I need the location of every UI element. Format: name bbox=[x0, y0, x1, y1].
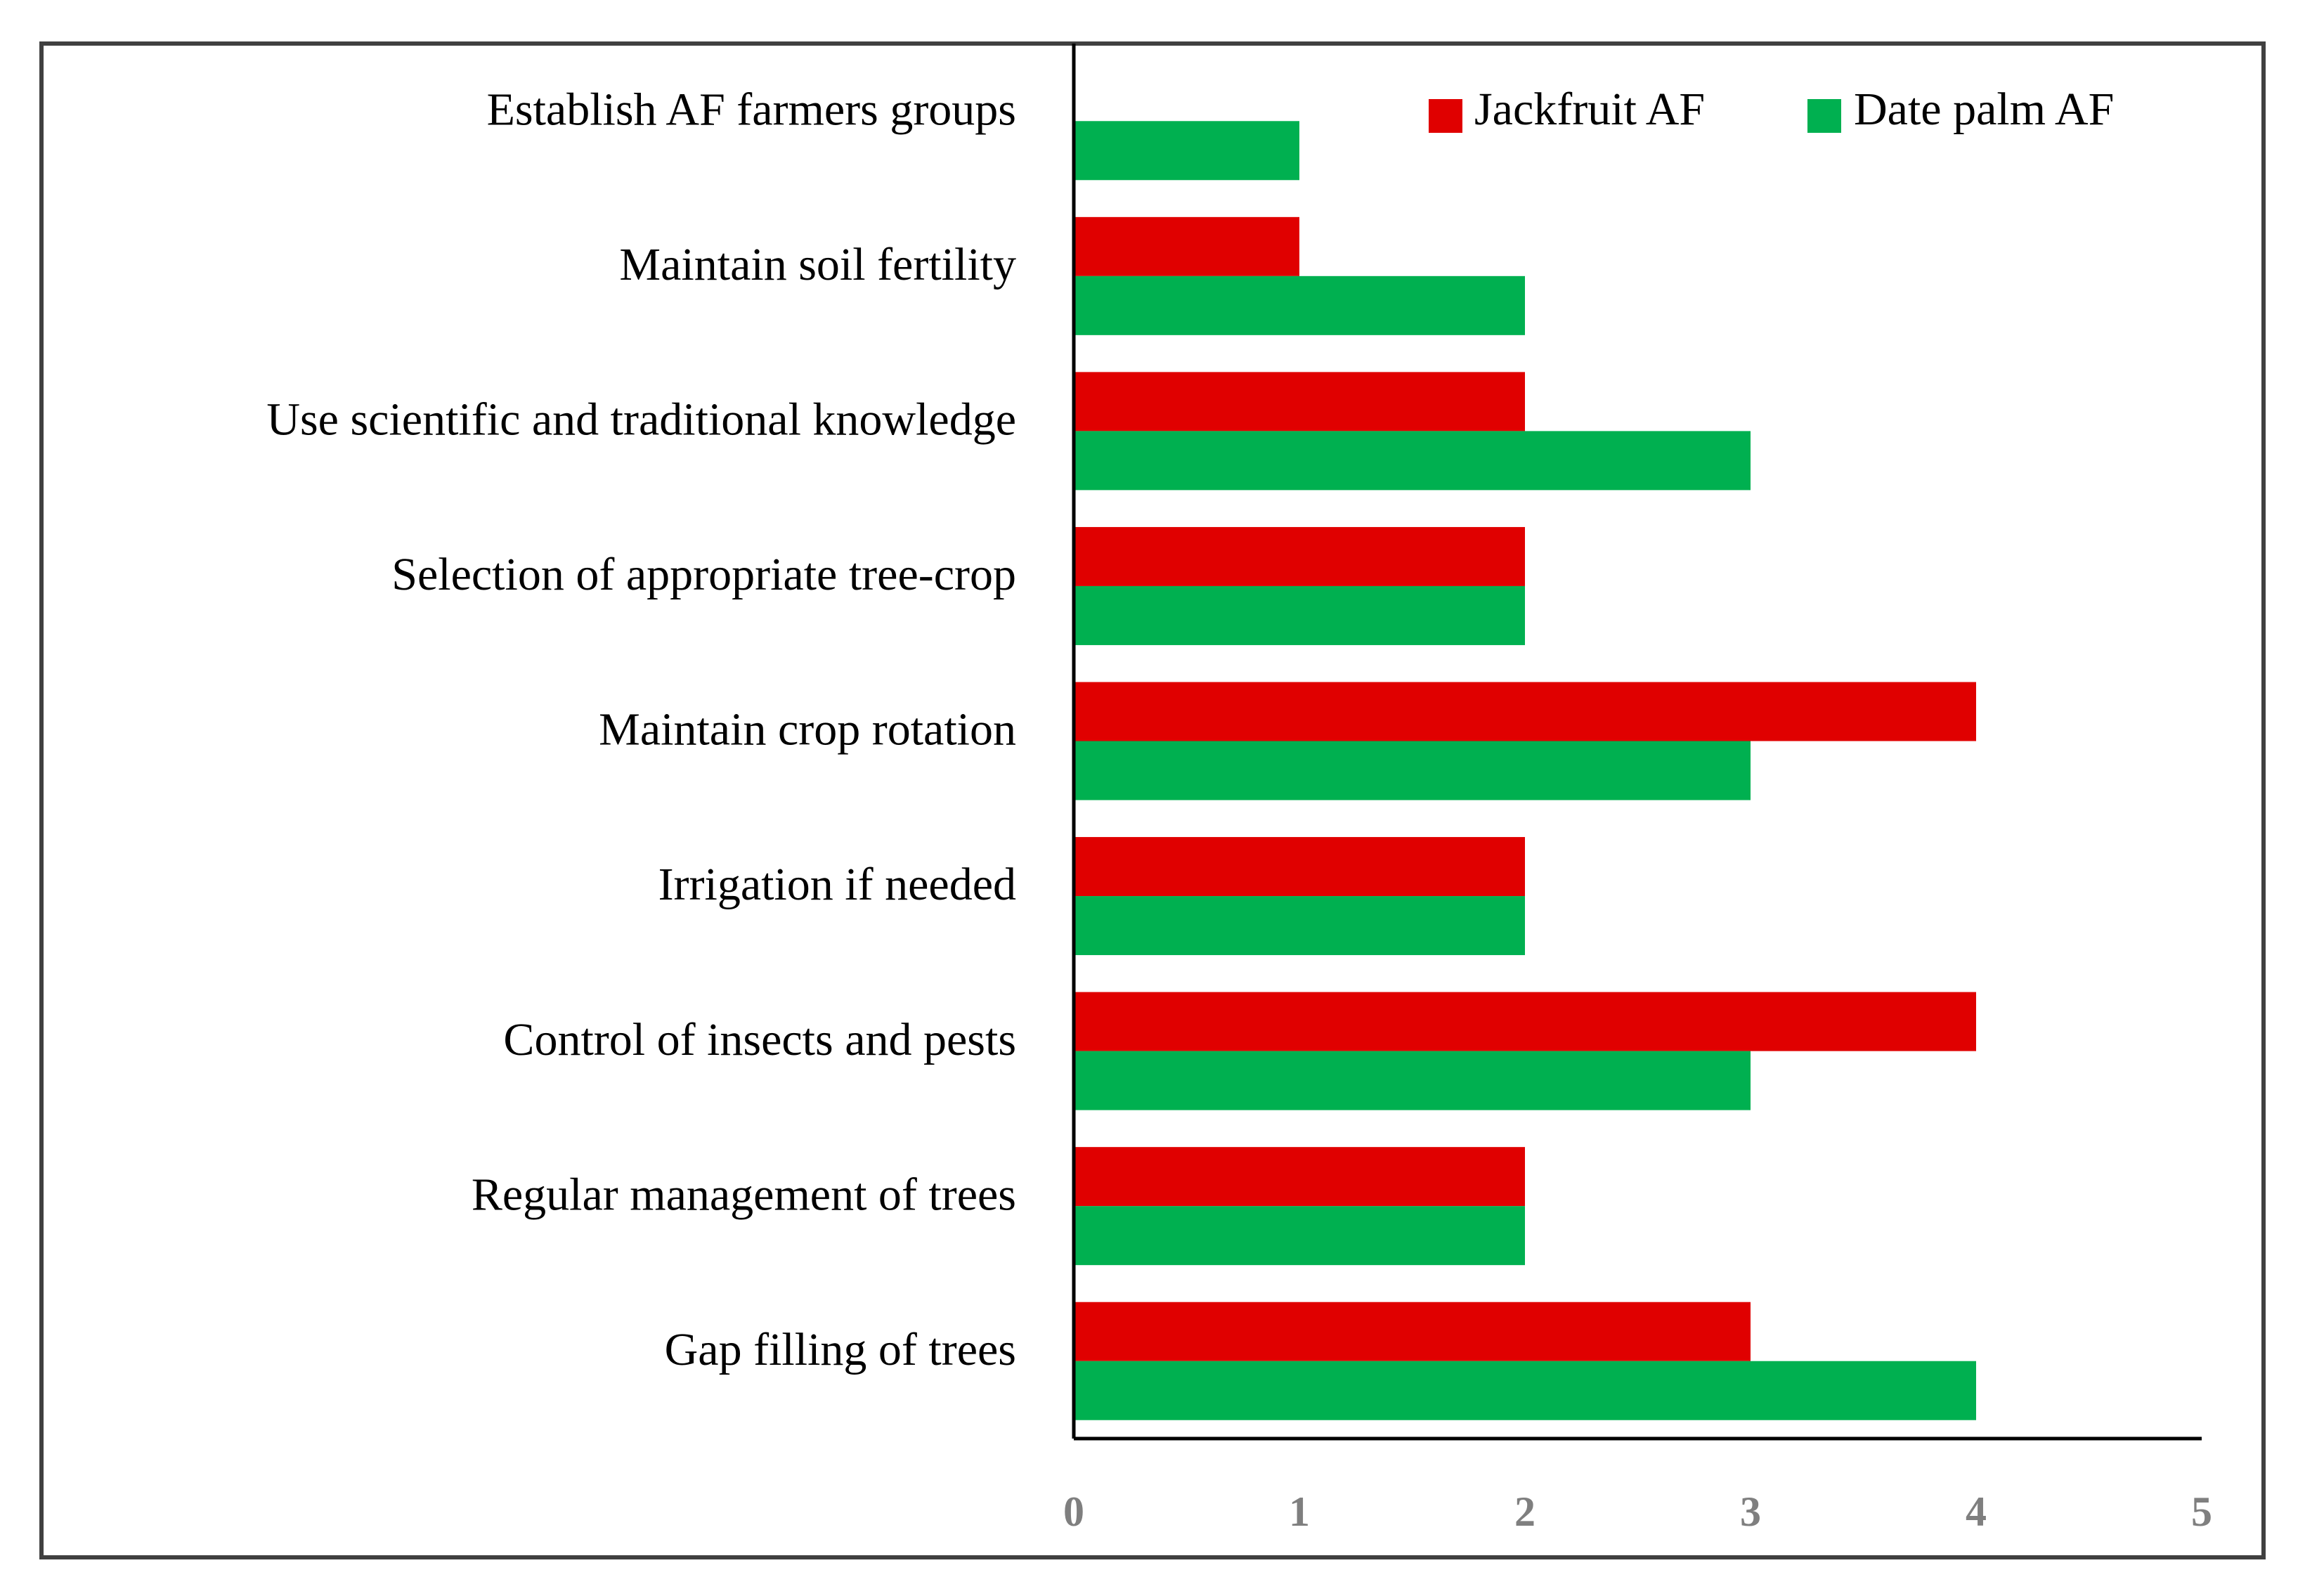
bar-jackfruit-af bbox=[1074, 526, 1525, 586]
category-label: Use scientific and traditional knowledge bbox=[266, 394, 1016, 446]
bar-jackfruit-af bbox=[1074, 216, 1299, 276]
bar-jackfruit-af bbox=[1074, 1147, 1525, 1207]
category-label: Establish AF farmers groups bbox=[487, 84, 1016, 135]
x-tick-label: 2 bbox=[1514, 1488, 1535, 1535]
x-tick-label: 3 bbox=[1740, 1488, 1761, 1535]
bar-jackfruit-af bbox=[1074, 1302, 1751, 1361]
legend-swatch bbox=[1807, 99, 1841, 133]
bar-date-palm-af bbox=[1074, 741, 1751, 800]
x-tick-label: 0 bbox=[1063, 1488, 1084, 1535]
bar-date-palm-af bbox=[1074, 896, 1525, 956]
legend-swatch bbox=[1429, 99, 1462, 133]
category-label: Maintain soil fertility bbox=[619, 239, 1016, 290]
bar-jackfruit-af bbox=[1074, 992, 1976, 1051]
bar-date-palm-af bbox=[1074, 1206, 1525, 1266]
bars-layer bbox=[1074, 121, 1976, 1420]
legend: Jackfruit AF Date palm AF bbox=[1429, 84, 2114, 135]
category-label: Gap filling of trees bbox=[665, 1324, 1016, 1375]
category-label: Selection of appropriate tree-crop bbox=[391, 549, 1016, 600]
bar-date-palm-af bbox=[1074, 121, 1299, 181]
bar-date-palm-af bbox=[1074, 585, 1525, 645]
category-label: Irrigation if needed bbox=[658, 859, 1016, 910]
category-label: Control of insects and pests bbox=[503, 1014, 1016, 1065]
bar-jackfruit-af bbox=[1074, 372, 1525, 432]
x-tick-label: 4 bbox=[1966, 1488, 1987, 1535]
x-tick-label: 1 bbox=[1289, 1488, 1310, 1535]
legend-label: Date palm AF bbox=[1854, 84, 2114, 135]
bar-date-palm-af bbox=[1074, 275, 1525, 335]
category-label: Maintain crop rotation bbox=[599, 704, 1016, 755]
labels-layer: Establish AF farmers groups Maintain soil… bbox=[266, 84, 1016, 1375]
bar-date-palm-af bbox=[1074, 1361, 1976, 1420]
bar-date-palm-af bbox=[1074, 431, 1751, 491]
bar-date-palm-af bbox=[1074, 1051, 1751, 1110]
category-label: Regular management of trees bbox=[472, 1169, 1016, 1220]
bar-jackfruit-af bbox=[1074, 837, 1525, 897]
x-tick-label: 5 bbox=[2191, 1488, 2212, 1535]
axes-layer: 0 1 2 3 4 5 bbox=[1063, 44, 2212, 1535]
legend-label: Jackfruit AF bbox=[1474, 84, 1705, 135]
bar-jackfruit-af bbox=[1074, 682, 1976, 741]
